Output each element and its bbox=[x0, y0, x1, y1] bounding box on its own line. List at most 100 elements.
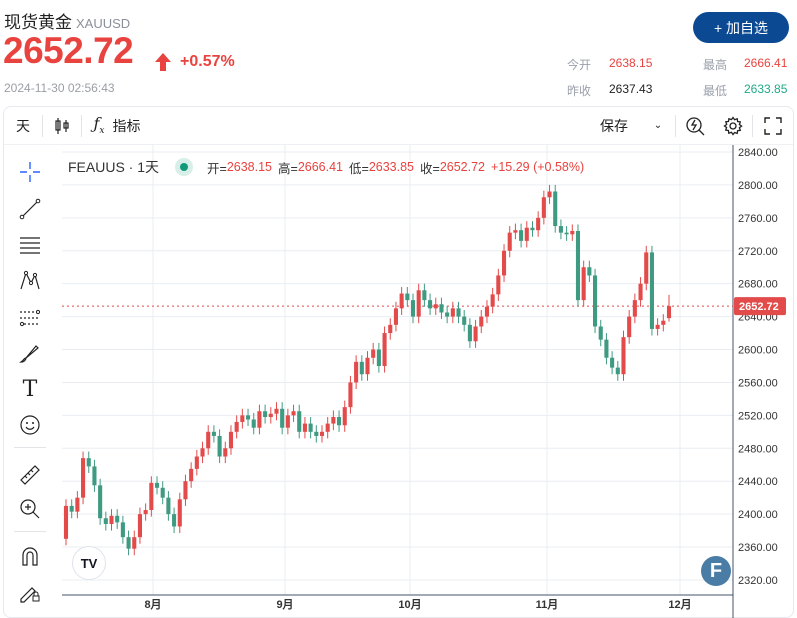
chevron-down-icon: ⌄ bbox=[653, 120, 663, 131]
fib-tool[interactable] bbox=[14, 230, 46, 260]
text-tool[interactable]: T bbox=[14, 374, 46, 404]
last-price: 2652.72 bbox=[3, 30, 134, 71]
candlestick-icon bbox=[55, 117, 69, 134]
divider bbox=[675, 114, 676, 137]
low-label: 最低 bbox=[703, 84, 728, 98]
candle-up bbox=[365, 357, 370, 375]
magnet-tool[interactable] bbox=[14, 542, 46, 572]
open-value: 2638.15 bbox=[609, 56, 653, 70]
candle-up bbox=[524, 227, 529, 241]
candle-up bbox=[581, 267, 586, 301]
emoji-tool[interactable] bbox=[14, 410, 46, 440]
fullscreen-icon bbox=[764, 116, 782, 135]
projection-icon bbox=[19, 309, 41, 327]
candle-type-button[interactable] bbox=[43, 107, 81, 145]
save-options-dropdown[interactable]: ⌄ bbox=[649, 107, 667, 145]
last-price-badge bbox=[734, 297, 786, 316]
instrument-title: 现货黄金 XAUUSD bbox=[4, 8, 130, 33]
indicators-button[interactable]: ƒx 指标 bbox=[82, 107, 152, 145]
x-tick-label: 10月 bbox=[398, 598, 421, 611]
pencil-lock-icon bbox=[20, 587, 40, 603]
candle-down bbox=[314, 431, 319, 436]
crosshair-icon bbox=[20, 162, 40, 182]
candle-up bbox=[655, 324, 660, 329]
candle-down bbox=[337, 417, 342, 426]
candle-down bbox=[467, 324, 472, 342]
y-tick-label: 2720.00 bbox=[738, 246, 778, 258]
candle-down bbox=[103, 518, 108, 524]
x-tick-label: 12月 bbox=[668, 598, 691, 611]
candle-up bbox=[479, 316, 484, 327]
candle-up bbox=[547, 191, 552, 198]
save-button[interactable]: 保存 bbox=[579, 107, 649, 145]
tradingview-logo[interactable]: TV bbox=[72, 546, 106, 580]
zoom-in-tool[interactable] bbox=[14, 494, 46, 524]
high-value: 2666.41 bbox=[744, 56, 788, 70]
settings-button[interactable] bbox=[714, 107, 752, 145]
candle-up bbox=[541, 197, 546, 218]
x-tick-label: 8月 bbox=[144, 598, 161, 611]
low-value: 2633.85 bbox=[744, 82, 788, 96]
measure-tool[interactable] bbox=[14, 460, 46, 490]
candle-up bbox=[348, 382, 353, 408]
candle-up bbox=[183, 481, 188, 500]
close-key: 收= bbox=[420, 161, 440, 176]
candle-up bbox=[661, 320, 666, 325]
candle-up bbox=[371, 349, 376, 358]
quick-search-button[interactable] bbox=[676, 107, 714, 145]
candle-up bbox=[382, 333, 387, 366]
candle-up bbox=[399, 293, 404, 309]
candle-down bbox=[439, 304, 444, 313]
drawing-toolbar: T bbox=[4, 145, 58, 618]
horizontal-lines-icon bbox=[20, 237, 40, 254]
lock-drawing-tool[interactable] bbox=[14, 578, 46, 608]
candle-up bbox=[536, 217, 541, 231]
candle-up bbox=[433, 304, 438, 309]
candle-up bbox=[632, 300, 637, 317]
candle-up bbox=[331, 417, 336, 424]
add-to-watchlist-button[interactable]: + 加自选 bbox=[693, 12, 789, 43]
candle-down bbox=[604, 339, 609, 358]
candle-down bbox=[575, 231, 581, 301]
open-label: 今开 bbox=[567, 58, 592, 72]
lightning-search-icon bbox=[686, 116, 705, 135]
divider bbox=[81, 114, 82, 137]
prev-close-label: 昨收 bbox=[567, 84, 592, 98]
y-tick-label: 2440.00 bbox=[738, 476, 778, 488]
candle-up bbox=[644, 252, 649, 284]
brush-tool[interactable] bbox=[14, 339, 46, 369]
interval-button[interactable]: 天 bbox=[16, 117, 30, 134]
crosshair-tool[interactable] bbox=[14, 157, 46, 187]
candle-up bbox=[109, 515, 114, 524]
candle-up bbox=[342, 407, 347, 426]
y-tick-label: 2520.00 bbox=[738, 410, 778, 422]
instrument-symbol: XAUUSD bbox=[76, 16, 131, 31]
candle-up bbox=[285, 415, 290, 428]
candle-up bbox=[507, 232, 512, 251]
candle-up bbox=[143, 510, 148, 515]
candle-down bbox=[615, 367, 620, 375]
watermark-logo-icon: F bbox=[701, 556, 731, 586]
candle-down bbox=[211, 431, 216, 436]
candle-up bbox=[228, 431, 234, 449]
fullscreen-button[interactable] bbox=[753, 107, 793, 145]
candle-down bbox=[456, 308, 461, 317]
candle-down bbox=[92, 466, 97, 486]
pattern-tool[interactable] bbox=[14, 266, 46, 296]
candle-down bbox=[553, 191, 558, 227]
candle-up bbox=[75, 497, 80, 512]
trend-line-tool[interactable] bbox=[14, 194, 46, 224]
candle-up bbox=[416, 290, 421, 317]
y-tick-label: 2600.00 bbox=[738, 345, 778, 357]
prediction-tool[interactable] bbox=[14, 303, 46, 333]
candle-up bbox=[621, 337, 626, 375]
candle-down bbox=[115, 515, 120, 523]
candle-down bbox=[297, 411, 302, 432]
candle-up bbox=[570, 231, 575, 235]
candle-down bbox=[251, 419, 256, 428]
candle-up bbox=[223, 448, 228, 457]
last-price-label: 2652.72 bbox=[739, 301, 779, 313]
candle-up bbox=[240, 415, 245, 422]
candle-up bbox=[257, 411, 262, 428]
